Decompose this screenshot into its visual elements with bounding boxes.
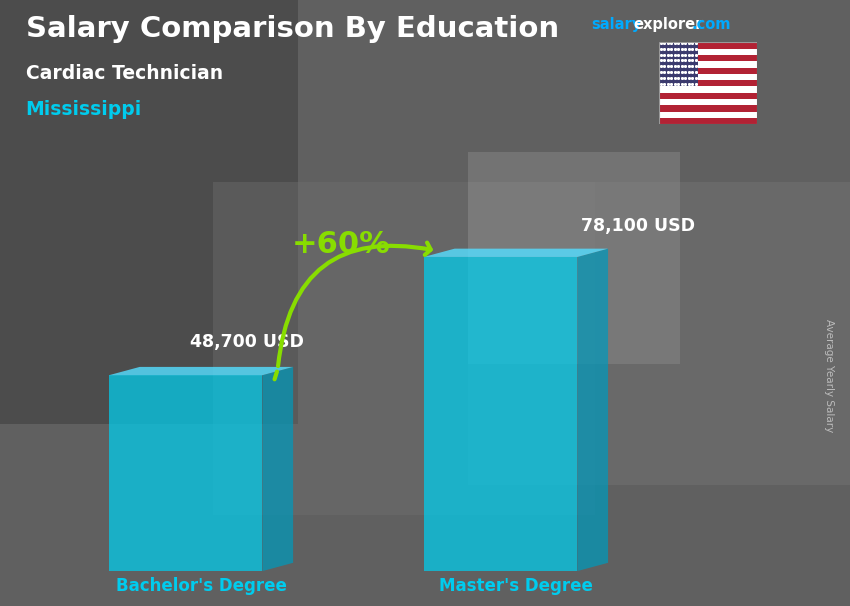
Text: explorer: explorer: [633, 17, 703, 32]
Bar: [659, 105, 756, 112]
Text: Salary Comparison By Education: Salary Comparison By Education: [26, 15, 558, 43]
Text: Master's Degree: Master's Degree: [439, 577, 593, 595]
Polygon shape: [424, 248, 608, 257]
Bar: [659, 42, 756, 48]
Polygon shape: [263, 367, 293, 571]
Text: 78,100 USD: 78,100 USD: [581, 217, 695, 235]
Bar: [468, 182, 850, 485]
Bar: [659, 61, 756, 68]
Text: .com: .com: [692, 17, 731, 32]
Bar: [659, 42, 698, 87]
Bar: [659, 55, 756, 61]
Polygon shape: [577, 248, 608, 571]
Bar: [659, 74, 756, 80]
Bar: [659, 118, 756, 124]
Text: Average Yearly Salary: Average Yearly Salary: [824, 319, 834, 432]
Polygon shape: [109, 367, 293, 375]
Text: +60%: +60%: [292, 230, 390, 259]
Bar: [659, 93, 756, 99]
Bar: [659, 99, 756, 105]
Text: Bachelor's Degree: Bachelor's Degree: [116, 577, 286, 595]
Bar: [659, 68, 756, 74]
Bar: [659, 48, 756, 55]
Bar: [659, 112, 756, 118]
Text: salary: salary: [591, 17, 641, 32]
Polygon shape: [424, 257, 577, 571]
Bar: [659, 80, 756, 87]
Bar: [0, 0, 298, 424]
Polygon shape: [109, 375, 263, 571]
Text: 48,700 USD: 48,700 USD: [190, 333, 303, 351]
Text: Cardiac Technician: Cardiac Technician: [26, 64, 223, 82]
Bar: [659, 87, 756, 93]
Text: Mississippi: Mississippi: [26, 100, 142, 119]
Bar: [212, 182, 595, 515]
Bar: [468, 152, 680, 364]
